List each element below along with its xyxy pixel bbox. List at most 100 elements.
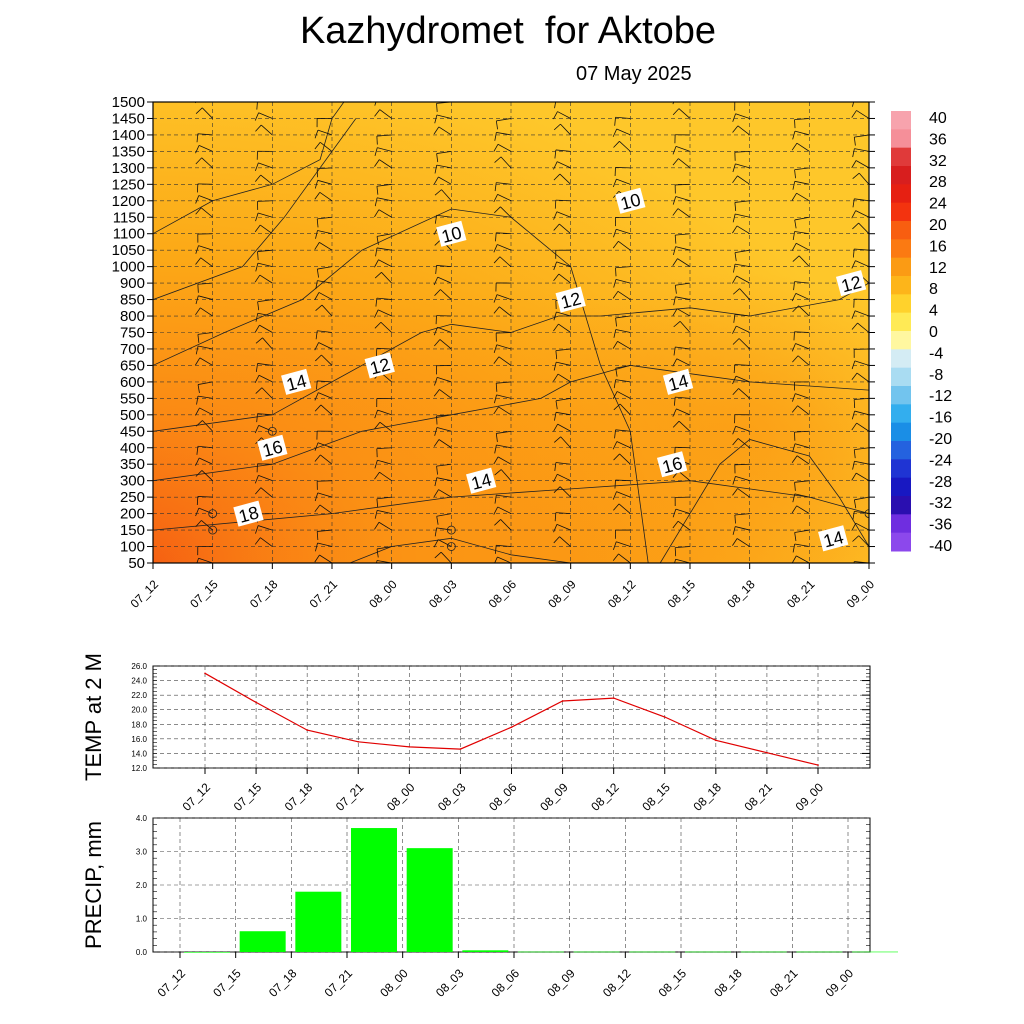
wind-barb [851,360,869,370]
wind-barb-staff [854,510,869,515]
wind-barb-feather [255,124,262,132]
wind-barb [851,160,869,169]
wind-barb [316,266,333,278]
wind-barb-staff [197,546,213,548]
wind-barb-staff [737,125,750,136]
wind-barb [732,476,750,485]
wind-barb-feather [195,407,200,416]
wind-barb-feather [195,295,199,305]
y-tick-label: 1400 [112,127,145,144]
wind-barb-feather [434,427,438,436]
wind-barb-feather [257,201,259,210]
wind-barb-staff [260,487,273,498]
wind-barb-feather [672,146,677,155]
wind-barb-feather [793,331,795,341]
contour-label-bg [656,451,688,478]
wind-barb-feather [851,360,856,370]
wind-barb-feather [495,383,498,392]
wind-barb-feather [433,176,439,185]
wind-barb [197,183,213,193]
wind-barb-staff [317,129,333,136]
wind-barb [374,421,392,432]
contour-label-bg [281,368,312,395]
temp-x-tick-label: 07_12 [180,780,214,814]
wind-barb [374,209,392,218]
wind-barb-feather [435,315,437,325]
wind-barb-feather [852,535,860,542]
wind-barb-staff [257,413,273,416]
y-tick-label: 1050 [112,242,145,259]
wind-barb-staff [675,233,691,236]
wind-barb-staff [319,504,333,514]
wind-barb-feather [254,112,259,121]
wind-barb-staff [376,233,392,237]
wind-barb-staff [795,242,810,251]
wind-barb-staff [795,343,810,350]
temp-y-tick-label: 22.0 [131,691,147,700]
x-tick-label: 07_15 [187,577,221,611]
wind-barb-feather [376,236,379,245]
wind-barb-staff [677,520,691,531]
precip-bar [462,950,509,952]
wind-barb [493,406,512,416]
wind-barb-staff [496,182,512,185]
colorbar-swatch [891,422,911,442]
wind-barb [614,429,631,439]
wind-barb-staff [555,149,571,152]
wind-barb-staff [734,263,750,268]
wind-barb-staff [794,430,810,433]
wind-barb-feather [376,398,378,407]
wind-barb [793,281,810,291]
wind-barb [374,471,392,482]
temp-point [510,726,513,728]
wind-barb-feather [255,337,263,344]
wind-barb [732,388,750,399]
wind-barb [195,307,213,317]
wind-barb-staff [795,293,810,300]
wind-barb [433,539,452,548]
wind-barb-staff [736,325,750,333]
colorbar-tick-label: 20 [929,217,947,234]
wind-barb-staff [675,446,691,449]
wind-barb-feather [732,388,739,396]
wind-barb-feather [255,387,263,394]
wind-barb [197,332,213,343]
wind-barb [851,372,869,383]
temp-point [612,697,615,699]
wind-barb [612,341,631,350]
wind-barb [436,414,452,425]
wind-barb [553,423,571,432]
colorbar-tick-label: 12 [929,260,947,277]
wind-barb-feather [852,222,859,230]
wind-barb [195,407,213,416]
wind-barb-feather [374,272,382,279]
wind-barb [254,424,273,434]
wind-barb-staff [317,442,333,449]
wind-barb-feather [314,404,322,412]
wind-barb-staff [555,348,571,352]
wind-barb [434,377,452,386]
wind-barb-staff [677,258,691,267]
wind-barb [316,529,333,541]
wind-barb [672,420,691,432]
wind-barb [255,312,273,322]
wind-barb-staff [376,447,392,450]
wind-barb-staff [794,443,810,449]
wind-barb-staff [794,216,810,221]
wind-barb-staff [736,275,750,284]
wind-barb-staff [197,133,213,136]
precip-bar [406,848,453,952]
wind-barb [553,111,571,120]
wind-barb-staff [317,266,333,270]
wind-barb-staff [319,141,333,152]
temp-x-tick-label: 08_00 [384,780,418,814]
wind-barb-staff [734,150,750,153]
wind-barb-staff [675,546,691,549]
colorbar-tick-label: 4 [929,303,938,320]
colorbar-swatch [891,312,911,332]
wind-barb [495,282,512,292]
wind-barb-feather [553,436,561,443]
wind-barb [672,196,691,205]
wind-barb [314,342,333,351]
wind-barb-staff [377,459,392,465]
